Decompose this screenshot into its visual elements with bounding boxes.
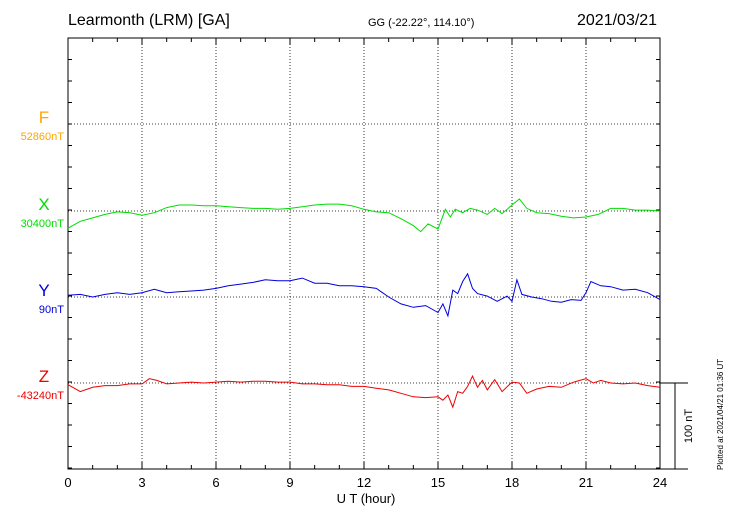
series-baseline-f: 52860nT — [21, 131, 65, 143]
series-baseline-z: -43240nT — [17, 390, 64, 402]
scale-bar-label: 100 nT — [683, 409, 695, 444]
x-tick-label: 12 — [357, 475, 371, 490]
series-labels: F 52860nT X 30400nT Y 90nT Z -43240nT — [17, 108, 64, 402]
series-name-x: X — [38, 195, 49, 214]
plotted-timestamp: Plotted at 2021/04/21 01:36 UT — [716, 358, 725, 470]
series-name-y: Y — [38, 281, 49, 300]
station-title: Learmonth (LRM) [GA] — [68, 12, 230, 29]
series-line-x — [67, 198, 661, 233]
series-line-z — [67, 374, 661, 409]
series-name-f: F — [39, 108, 49, 127]
grid — [68, 38, 660, 469]
scale-bar: 100 nT — [660, 382, 695, 470]
x-tick-label: 0 — [64, 475, 71, 490]
station-coordinates: GG (-22.22°, 114.10°) — [368, 17, 475, 29]
series-line-y — [67, 272, 661, 318]
x-tick-label: 18 — [505, 475, 519, 490]
series-name-z: Z — [39, 367, 49, 386]
x-axis-label: U T (hour) — [337, 491, 396, 506]
x-tick-label: 24 — [653, 475, 667, 490]
series-lines — [67, 198, 661, 409]
x-tick-label: 15 — [431, 475, 445, 490]
x-tick-label: 3 — [138, 475, 145, 490]
x-tick-label: 21 — [579, 475, 593, 490]
x-tick-labels: 0 3 6 9 12 15 18 21 24 — [64, 475, 667, 490]
series-baseline-y: 90nT — [39, 304, 64, 316]
plot-date: 2021/03/21 — [577, 12, 658, 29]
series-baseline-x: 30400nT — [21, 218, 65, 230]
axes — [67, 37, 661, 470]
x-tick-label: 9 — [286, 475, 293, 490]
x-tick-label: 6 — [212, 475, 219, 490]
